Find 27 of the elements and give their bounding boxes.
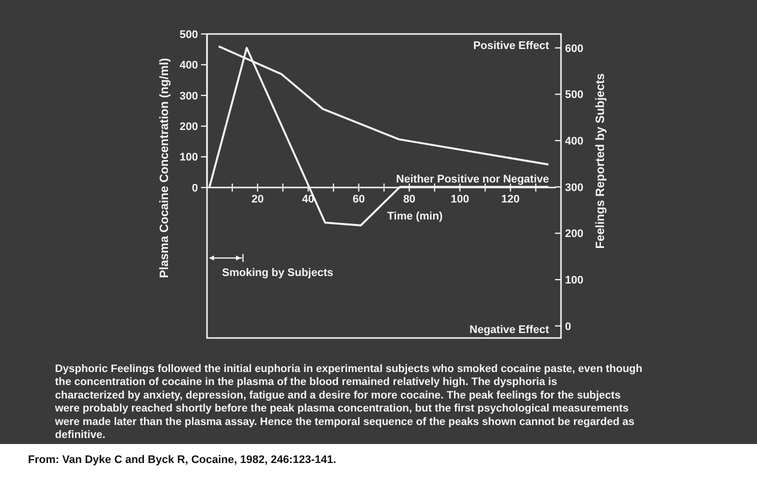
x-tick-label: 60 <box>352 194 365 206</box>
y-tick-label: 0 <box>192 182 198 194</box>
y-tick-label: 100 <box>180 152 198 164</box>
y2-axis-title: Feelings Reported by Subjects <box>593 72 607 249</box>
x-tick-label: 80 <box>403 194 416 206</box>
y-tick-label: 500 <box>180 28 198 41</box>
y-tick-label: 300 <box>180 90 198 102</box>
annotation: Negative Effect <box>470 324 550 336</box>
y-tick-label: 200 <box>180 120 198 133</box>
y-tick-label: 400 <box>180 60 198 72</box>
annotation: Neither Positive nor Negative <box>396 174 549 186</box>
x-tick-label: 20 <box>251 194 264 206</box>
x-axis-title: Time (min) <box>387 210 444 223</box>
annotation: Smoking by Subjects <box>222 267 334 279</box>
y2-tick-label: 200 <box>565 228 584 240</box>
text: Dysphoric Feelings followed the initial euphoria in experimental subjects who smoked cocaine paste, even though the concentration of cocaine in the plasma of the blood remained relatively high. The dysphoria is characterized by anxiety, depression, fatigue and a desire for more cocaine. The peak feelings for the subjects were probably reached shortly before the peak plasma concentration, but the first psychological measurements were made later than the plasma assay. Hence the temporal sequence of the peaks shown cannot be regarded as definitive. <box>54 363 642 441</box>
y-axis-title: Plasma Cocaine Concentration (ng/ml) <box>157 58 171 278</box>
text: From: Van Dyke C and Byck R, Cocaine, 1982, 246:123-141. <box>28 454 336 466</box>
y2-tick-label: 100 <box>565 274 584 286</box>
y2-tick-label: 600 <box>565 42 584 55</box>
y2-tick-label: 0 <box>565 320 572 333</box>
annotation: Positive Effect <box>473 40 550 52</box>
x-tick-label: 100 <box>450 194 470 206</box>
y2-tick-label: 300 <box>565 182 584 194</box>
y2-tick-label: 500 <box>565 89 584 102</box>
x-tick-label: 120 <box>501 194 520 206</box>
y2-tick-label: 400 <box>565 135 584 148</box>
